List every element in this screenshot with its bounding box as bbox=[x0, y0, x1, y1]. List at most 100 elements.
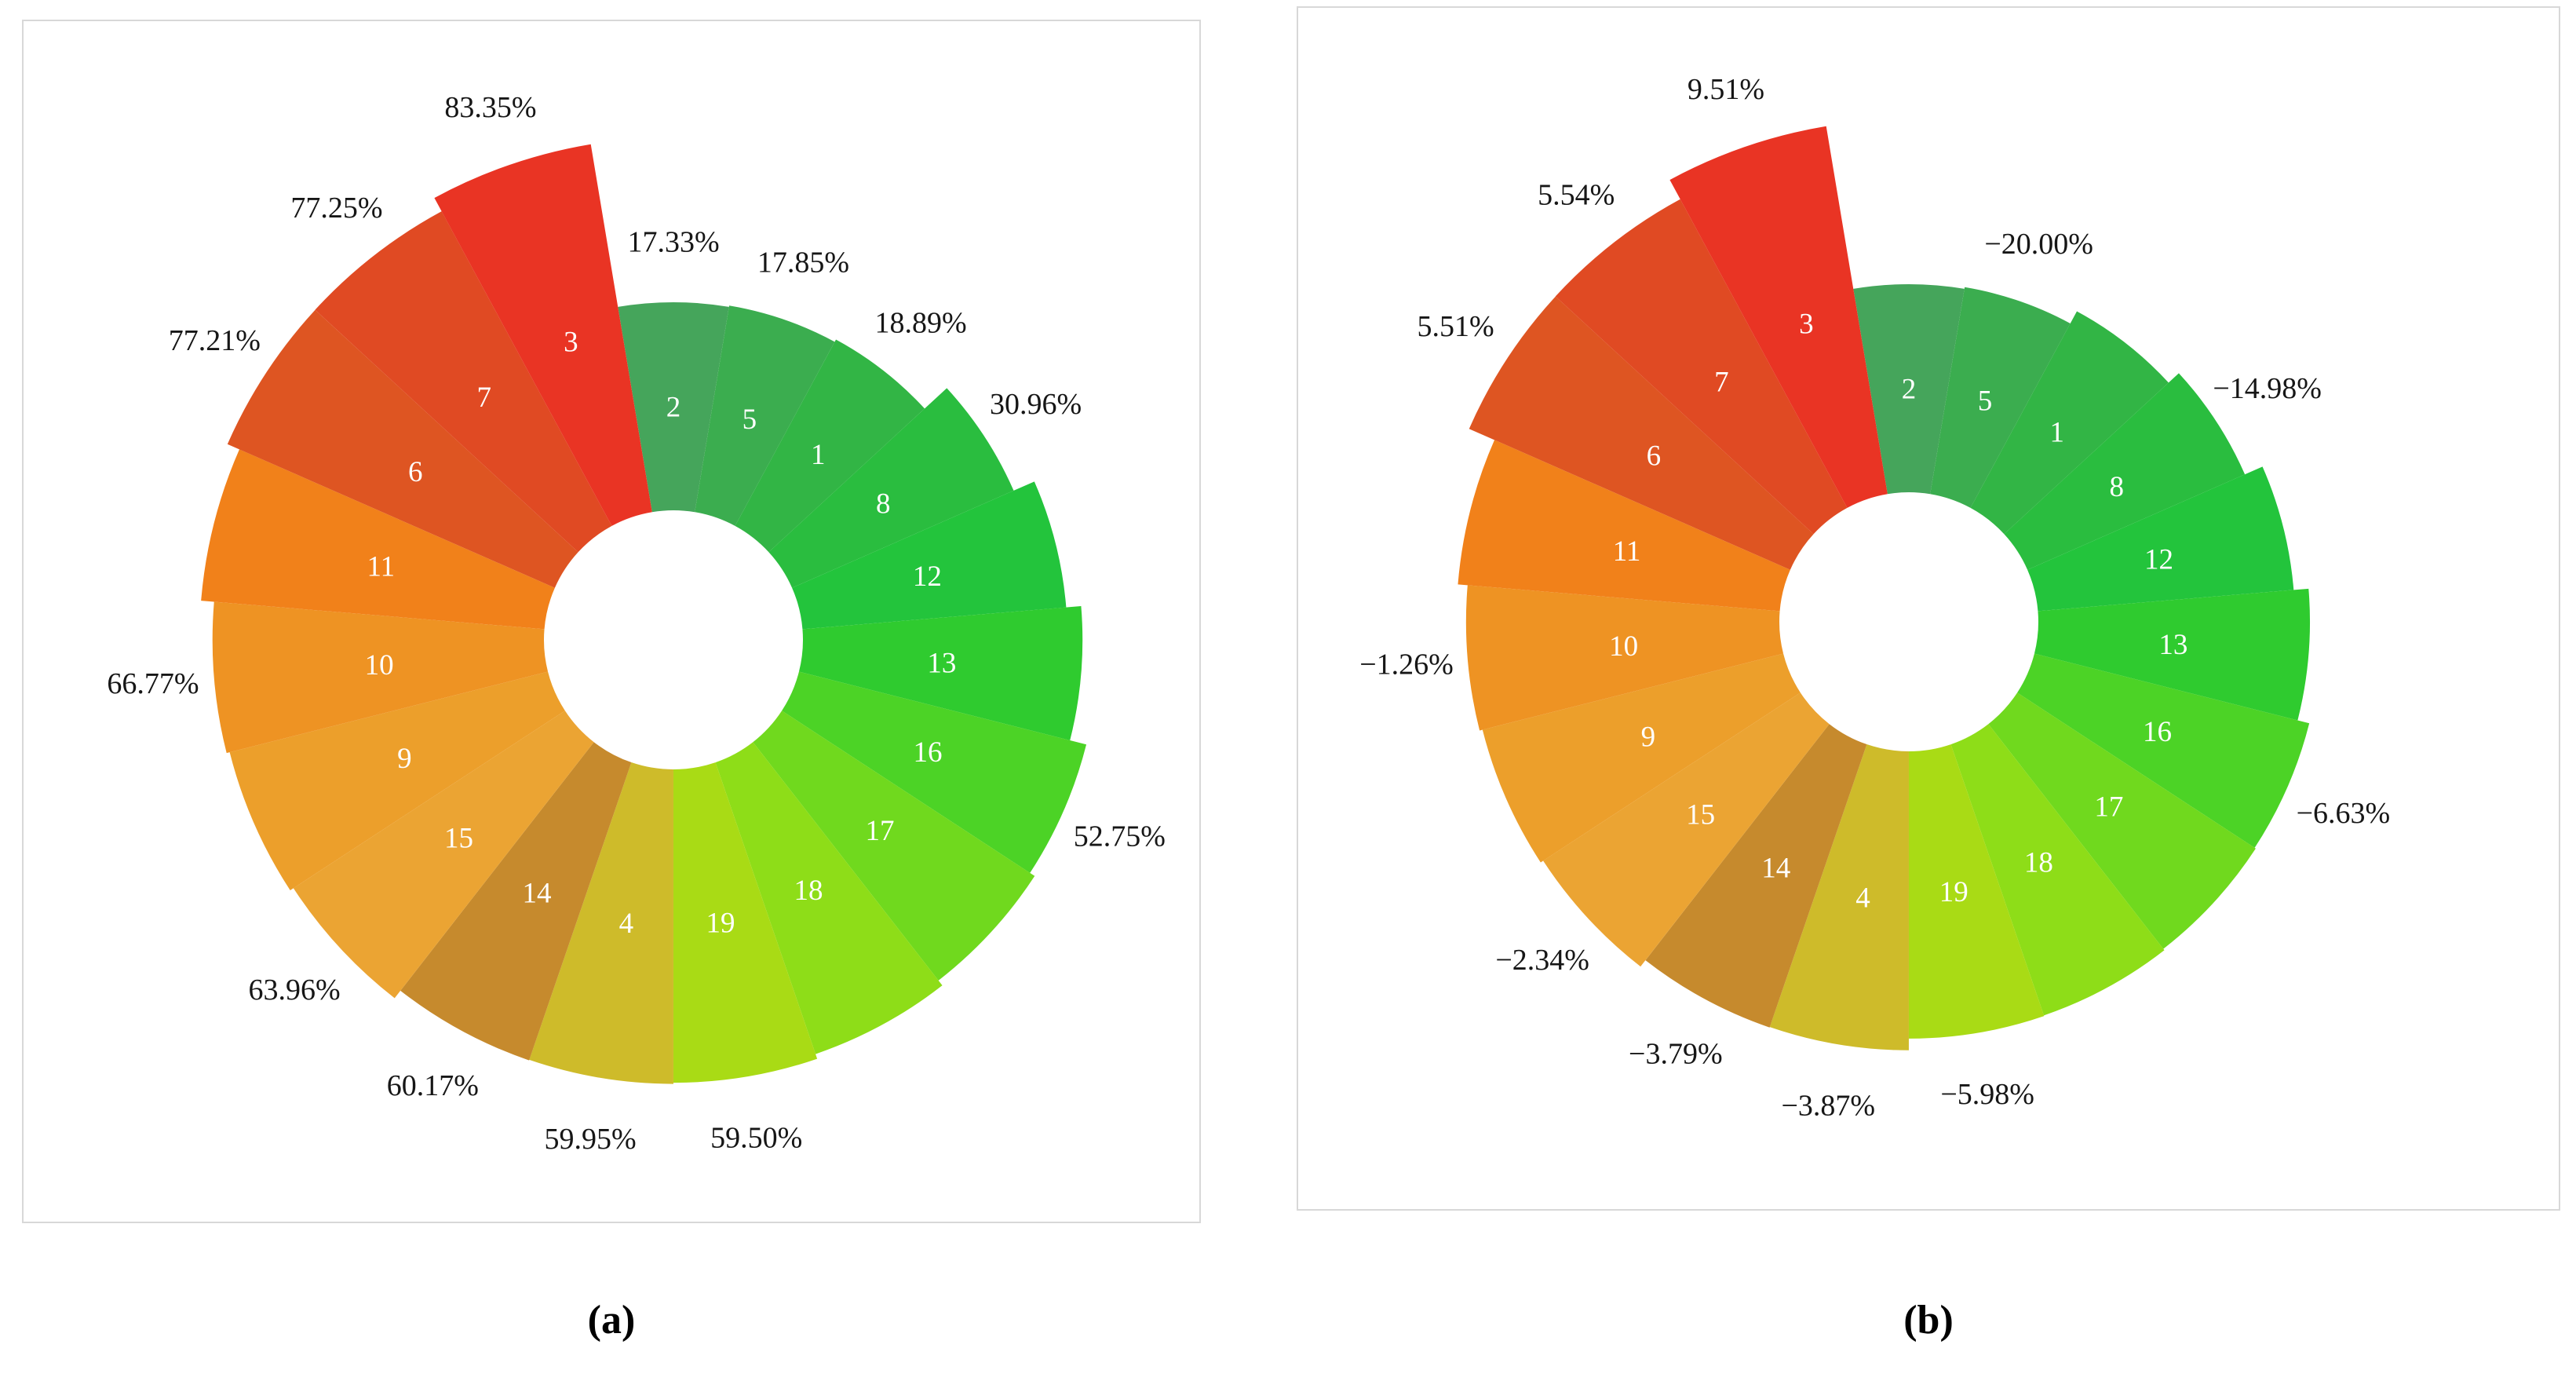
segment-number-13: 13 bbox=[2158, 629, 2187, 661]
segment-number-6: 6 bbox=[1647, 440, 1662, 472]
segment-6 bbox=[227, 309, 578, 588]
segment-value-2: 17.33% bbox=[627, 225, 719, 258]
segment-12 bbox=[792, 481, 1067, 630]
segment-17 bbox=[1988, 692, 2256, 949]
segment-number-2: 2 bbox=[1902, 373, 1917, 405]
segment-7 bbox=[1555, 199, 1848, 535]
segment-number-3: 3 bbox=[1799, 308, 1814, 340]
segment-value-16: 52.75% bbox=[1074, 820, 1166, 853]
segment-number-4: 4 bbox=[1855, 882, 1870, 914]
segment-9 bbox=[229, 671, 565, 890]
segment-16 bbox=[2017, 653, 2310, 848]
segment-value-4: −3.87% bbox=[1781, 1090, 1875, 1123]
segment-number-1: 1 bbox=[2050, 416, 2065, 448]
segment-number-8: 8 bbox=[876, 488, 891, 520]
segment-number-4: 4 bbox=[619, 908, 634, 940]
segment-value-5: −20.00% bbox=[1984, 228, 2093, 261]
segment-number-8: 8 bbox=[2110, 471, 2125, 503]
segment-16 bbox=[782, 671, 1087, 873]
segment-number-15: 15 bbox=[444, 823, 473, 855]
segment-value-1: 18.89% bbox=[875, 307, 967, 340]
segment-number-14: 14 bbox=[522, 878, 551, 910]
segment-number-18: 18 bbox=[2024, 847, 2053, 879]
segment-number-1: 1 bbox=[811, 439, 826, 471]
segment-5 bbox=[1930, 287, 2071, 508]
segment-11 bbox=[1458, 440, 1790, 612]
segment-number-17: 17 bbox=[2094, 791, 2123, 824]
segment-number-7: 7 bbox=[1714, 366, 1729, 398]
segment-number-5: 5 bbox=[743, 404, 757, 436]
segment-value-8: 30.96% bbox=[990, 388, 1082, 421]
segment-4 bbox=[529, 762, 673, 1084]
segment-14 bbox=[1645, 724, 1867, 1028]
segment-number-11: 11 bbox=[367, 551, 396, 583]
segment-number-16: 16 bbox=[2143, 716, 2172, 748]
segment-value-14: 60.17% bbox=[387, 1069, 479, 1102]
segment-1 bbox=[1970, 311, 2169, 535]
segment-19 bbox=[673, 762, 818, 1083]
segment-number-12: 12 bbox=[913, 561, 942, 593]
segment-12 bbox=[2027, 466, 2294, 612]
caption-b: (b) bbox=[1903, 1298, 1954, 1343]
segment-value-15: 63.96% bbox=[249, 974, 341, 1007]
segment-number-5: 5 bbox=[1978, 385, 1993, 418]
segment-number-19: 19 bbox=[1939, 876, 1968, 908]
segment-value-10: −1.26% bbox=[1359, 648, 1454, 681]
segment-8 bbox=[2004, 373, 2246, 570]
segment-number-14: 14 bbox=[1761, 853, 1790, 885]
segment-6 bbox=[1469, 296, 1814, 570]
segment-value-5: 17.85% bbox=[757, 246, 849, 279]
segment-15 bbox=[293, 711, 594, 999]
segment-number-15: 15 bbox=[1686, 798, 1715, 831]
segment-number-9: 9 bbox=[397, 743, 412, 775]
segment-3 bbox=[434, 144, 652, 526]
segment-number-9: 9 bbox=[1641, 722, 1656, 754]
segment-13 bbox=[798, 605, 1083, 740]
chart-panel-b: 2 5 −20.00% 1 8 −14.98% 12 13 16 −6.63% 17 18 19 −5.9… bbox=[1297, 6, 2560, 1211]
segment-7 bbox=[315, 211, 612, 553]
segment-value-8: −14.98% bbox=[2213, 372, 2322, 405]
segment-value-6: 77.21% bbox=[169, 324, 261, 357]
segment-18 bbox=[1950, 724, 2165, 1016]
segment-17 bbox=[753, 711, 1035, 981]
segment-value-10: 66.77% bbox=[107, 667, 199, 700]
segment-value-3: 9.51% bbox=[1688, 73, 1764, 106]
segment-19 bbox=[1908, 744, 2045, 1039]
rose-chart-b: 2 5−20.00%18−14.98%121316−6.63%171819−5.9… bbox=[1359, 73, 2390, 1123]
segment-number-11: 11 bbox=[1613, 535, 1641, 568]
segment-2 bbox=[618, 302, 729, 513]
segment-8 bbox=[768, 388, 1014, 588]
segment-number-6: 6 bbox=[408, 456, 423, 488]
segment-10 bbox=[1465, 585, 1784, 731]
segment-number-2: 2 bbox=[666, 391, 681, 423]
segment-4 bbox=[1769, 744, 1909, 1050]
segment-14 bbox=[400, 742, 632, 1061]
segment-11 bbox=[201, 449, 555, 630]
segment-2 bbox=[1853, 284, 1965, 495]
segment-value-7: 5.54% bbox=[1538, 179, 1615, 212]
segment-9 bbox=[1482, 653, 1801, 863]
segment-value-14: −3.79% bbox=[1629, 1037, 1723, 1070]
segment-1 bbox=[735, 339, 925, 553]
segment-3 bbox=[1669, 126, 1888, 508]
segment-5 bbox=[695, 305, 835, 526]
segment-value-19: −5.98% bbox=[1940, 1078, 2034, 1111]
segment-number-17: 17 bbox=[865, 815, 894, 847]
segment-value-7: 77.25% bbox=[290, 192, 382, 225]
segment-number-18: 18 bbox=[794, 875, 823, 907]
caption-a: (a) bbox=[587, 1298, 636, 1343]
segment-13 bbox=[2034, 588, 2311, 721]
segment-15 bbox=[1543, 692, 1830, 967]
chart-panel-a: 2 17.33% 5 17.85% 1 18.89% 8 30.96% 12 13 16 52.75%… bbox=[22, 20, 1201, 1223]
segment-number-10: 10 bbox=[1609, 630, 1638, 663]
rose-chart-a: 2 17.33% 5 17.85% 1 18.89% 8 30.96% 12 13 16 52.75%… bbox=[107, 91, 1166, 1156]
segment-number-12: 12 bbox=[2144, 543, 2173, 575]
segment-value-4: 59.95% bbox=[544, 1123, 636, 1156]
segment-18 bbox=[715, 742, 943, 1054]
segment-10 bbox=[212, 601, 549, 754]
segment-number-19: 19 bbox=[706, 908, 735, 940]
segment-number-10: 10 bbox=[365, 649, 394, 681]
segment-value-3: 83.35% bbox=[444, 91, 536, 124]
segment-number-13: 13 bbox=[927, 647, 956, 679]
segment-number-7: 7 bbox=[477, 382, 492, 414]
